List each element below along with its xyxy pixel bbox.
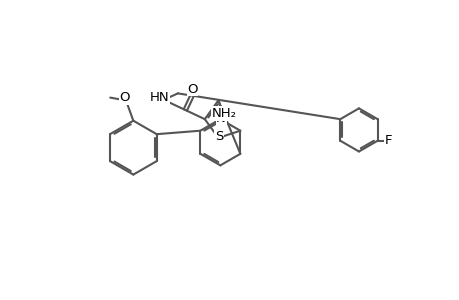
Text: S: S (214, 130, 223, 143)
Text: HN: HN (149, 92, 169, 104)
Text: F: F (384, 134, 392, 147)
Text: N: N (216, 112, 225, 125)
Text: O: O (119, 91, 130, 104)
Text: NH₂: NH₂ (211, 107, 236, 120)
Text: O: O (187, 83, 197, 96)
